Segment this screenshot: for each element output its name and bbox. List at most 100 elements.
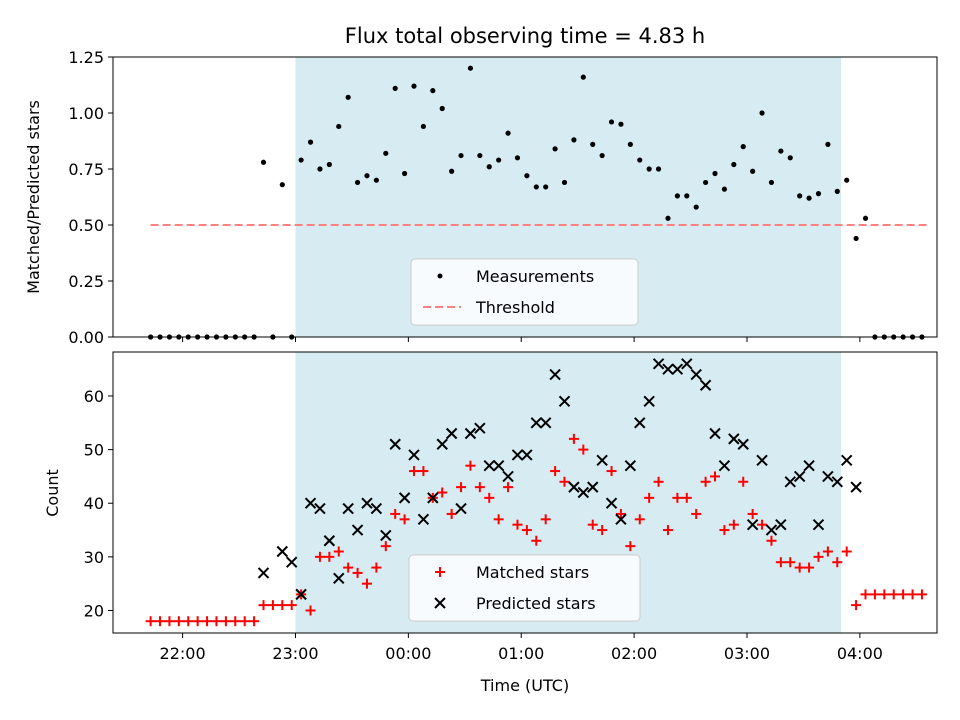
matched-point-8	[220, 616, 231, 627]
predicted-point-47-b	[709, 427, 721, 440]
top-y-tick-label-2: 0.50	[68, 216, 104, 235]
matched-point-54	[653, 476, 664, 487]
measurement-point-20	[336, 123, 342, 130]
x-tick-label-1: 23:00	[272, 644, 318, 663]
predicted-point-37	[615, 513, 627, 526]
matched-point-20	[333, 546, 344, 557]
measurement-point-70	[806, 195, 812, 201]
matched-point-58	[691, 508, 702, 519]
matched-point-24	[371, 562, 382, 573]
predicted-point-43-b	[671, 363, 684, 375]
matched-point-4	[183, 616, 194, 627]
matched-point-44	[559, 476, 570, 487]
predicted-point-29-b	[539, 417, 552, 429]
matched-point-49	[606, 466, 617, 477]
predicted-point-58	[812, 518, 825, 531]
matched-stars-points	[145, 433, 927, 627]
matched-point-72	[822, 546, 833, 557]
matched-point-25	[380, 541, 391, 552]
predicted-point-34	[587, 481, 599, 493]
bottom-x-ticks: 22:00 23:00 00:00 01:00 02:00 03:00 04:00	[160, 633, 883, 663]
top-legend-box	[410, 258, 639, 326]
matched-point-80	[898, 589, 909, 600]
predicted-point-31	[558, 395, 571, 408]
matched-point-31	[437, 487, 448, 498]
matched-point-10	[239, 616, 250, 627]
x-tick-label-0: 22:00	[160, 644, 206, 663]
predicted-point-17-b	[427, 492, 439, 504]
matched-point-40	[521, 525, 532, 536]
matched-point-59	[700, 476, 711, 487]
matched-point-61	[719, 525, 730, 536]
predicted-point-27	[521, 449, 533, 461]
predicted-point-2	[286, 556, 298, 568]
predicted-point-30-b	[549, 368, 561, 381]
predicted-point-9-b	[351, 524, 364, 536]
measurement-point-64	[750, 168, 756, 174]
bottom-y-tick-label-4: 60	[84, 387, 104, 406]
measurement-point-39	[514, 155, 521, 161]
predicted-point-0	[257, 567, 270, 579]
measurement-point-56	[674, 193, 680, 199]
matched-point-26	[390, 508, 401, 519]
predicted-point-45-b	[690, 368, 702, 381]
predicted-point-16-b	[417, 513, 430, 526]
bottom-y-tick-label-3: 50	[84, 441, 104, 460]
predicted-point-0-b	[257, 567, 270, 579]
matched-point-6	[202, 616, 213, 627]
matched-point-19	[324, 551, 335, 562]
predicted-point-33	[577, 486, 590, 499]
top-x-ticks	[182, 337, 861, 342]
predicted-point-15-b	[408, 449, 420, 461]
x-tick-label-6: 04:00	[837, 644, 883, 663]
measurement-point-27	[401, 170, 408, 177]
matched-point-48	[597, 525, 608, 536]
matched-point-81	[907, 589, 918, 600]
measurement-point-45	[571, 137, 577, 143]
matched-point-78	[879, 589, 890, 600]
predicted-point-30	[549, 368, 561, 381]
matched-point-56	[672, 492, 683, 503]
matched-point-69	[794, 562, 805, 573]
predicted-point-13	[389, 438, 401, 450]
matched-point-0	[145, 616, 156, 627]
matched-point-68	[785, 557, 796, 568]
predicted-point-3	[295, 588, 307, 601]
predicted-point-9	[351, 524, 364, 536]
matched-point-63	[738, 476, 749, 487]
predicted-point-1	[276, 545, 289, 558]
measurement-point-23	[364, 173, 370, 179]
predicted-point-6-b	[323, 535, 336, 547]
predicted-point-21-b	[464, 427, 477, 440]
measurement-point-68	[787, 155, 793, 161]
predicted-point-21	[464, 427, 477, 440]
predicted-point-8	[342, 502, 354, 515]
measurement-point-18	[317, 166, 323, 172]
measurement-point-19	[326, 161, 332, 168]
matched-point-36	[484, 492, 495, 503]
predicted-point-38	[624, 459, 637, 472]
matched-point-67	[775, 557, 786, 568]
matched-point-18	[314, 551, 325, 562]
matched-point-35	[474, 482, 485, 493]
predicted-point-35	[596, 454, 608, 467]
measurements-legend-marker	[437, 273, 443, 279]
measurement-point-33	[458, 152, 464, 159]
predicted-point-26-b	[511, 449, 524, 461]
predicted-point-28	[530, 417, 542, 429]
top-y-tick-label-1: 0.25	[68, 272, 104, 291]
measurement-point-66	[768, 179, 775, 186]
top-y-tick-label-0: 0.00	[68, 328, 104, 347]
measurement-point-24	[373, 177, 379, 183]
predicted-point-32-b	[568, 481, 580, 493]
predicted-point-10	[361, 497, 373, 509]
matched-legend-plus	[435, 567, 445, 577]
predicted-point-47	[709, 427, 721, 440]
predicted-point-55-b	[784, 476, 796, 488]
bottom-panel: 20 30 40 50 60 22:00 23:00 00:00 01:00 02:00 03:0…	[43, 351, 938, 695]
matched-point-77	[869, 589, 880, 600]
measurement-point-25	[383, 150, 389, 156]
top-y-tick-label-5: 1.25	[68, 48, 104, 67]
predicted-point-8-b	[342, 502, 354, 515]
measurement-point-76	[862, 215, 869, 221]
